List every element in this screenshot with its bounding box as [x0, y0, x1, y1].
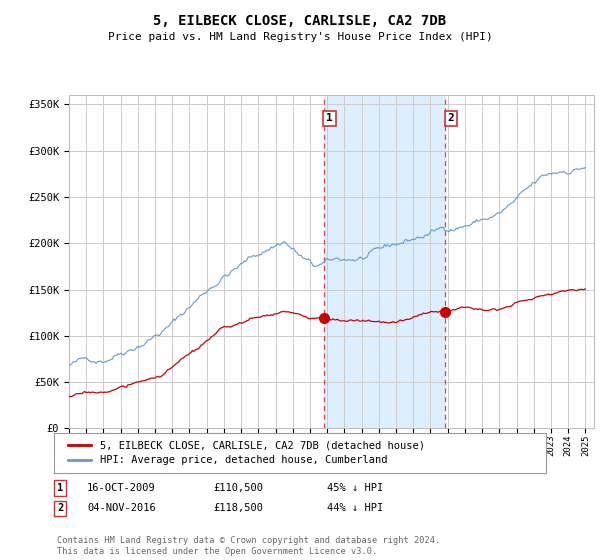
Text: Contains HM Land Registry data © Crown copyright and database right 2024.
This d: Contains HM Land Registry data © Crown c…	[57, 536, 440, 556]
Text: 16-OCT-2009: 16-OCT-2009	[87, 483, 156, 493]
Legend: 5, EILBECK CLOSE, CARLISLE, CA2 7DB (detached house), HPI: Average price, detach: 5, EILBECK CLOSE, CARLISLE, CA2 7DB (det…	[64, 437, 429, 469]
Text: 2: 2	[57, 503, 63, 514]
Bar	[323, 95, 445, 428]
Text: 45% ↓ HPI: 45% ↓ HPI	[327, 483, 383, 493]
Text: 2: 2	[448, 113, 454, 123]
Text: £110,500: £110,500	[213, 483, 263, 493]
Text: 1: 1	[57, 483, 63, 493]
Text: Price paid vs. HM Land Registry's House Price Index (HPI): Price paid vs. HM Land Registry's House …	[107, 32, 493, 42]
Text: 04-NOV-2016: 04-NOV-2016	[87, 503, 156, 514]
Text: 1: 1	[326, 113, 333, 123]
Text: 5, EILBECK CLOSE, CARLISLE, CA2 7DB: 5, EILBECK CLOSE, CARLISLE, CA2 7DB	[154, 14, 446, 28]
Text: £118,500: £118,500	[213, 503, 263, 514]
Text: 44% ↓ HPI: 44% ↓ HPI	[327, 503, 383, 514]
